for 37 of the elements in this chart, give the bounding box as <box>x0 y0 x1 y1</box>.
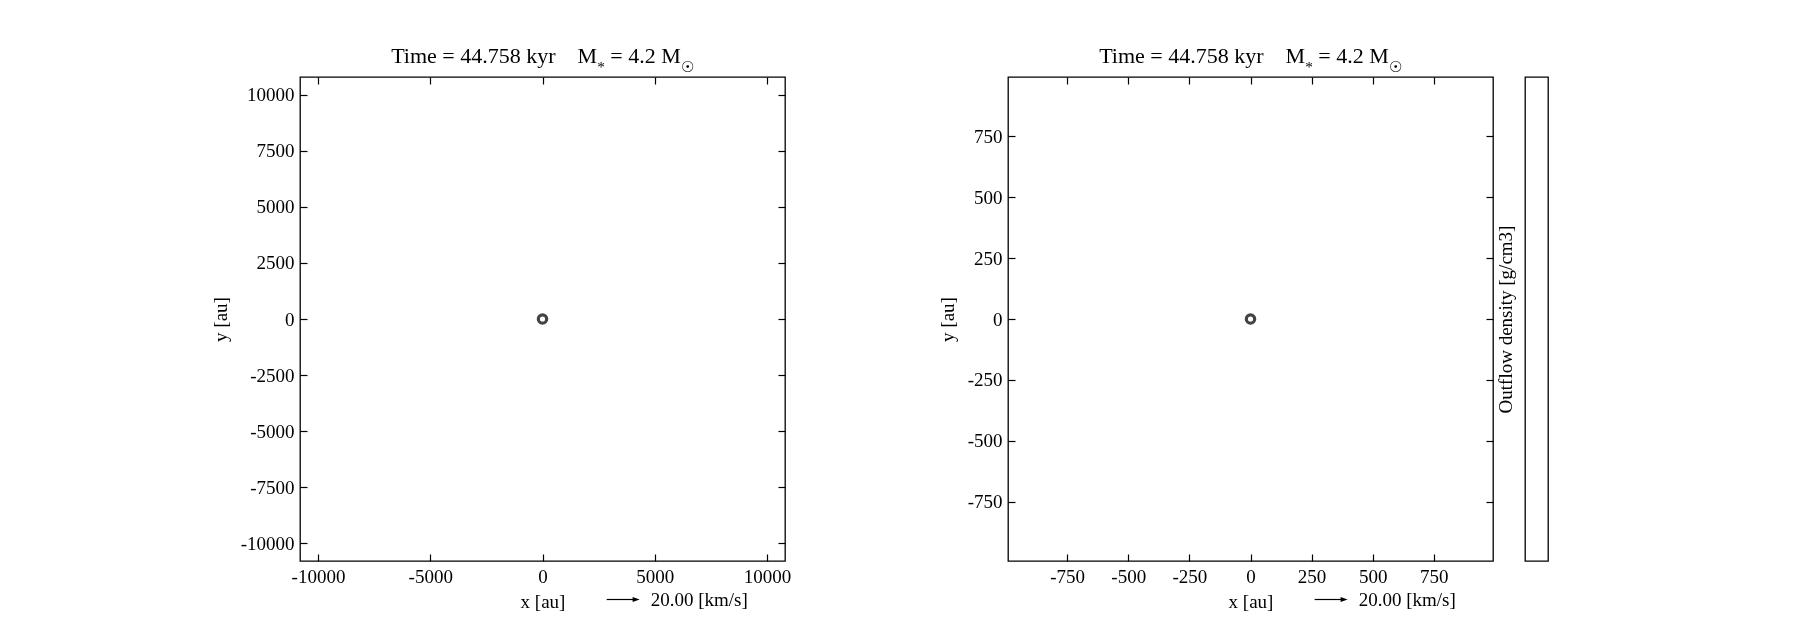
color-bar-title: Outflow density [g/cm3] <box>1494 225 1516 414</box>
y-tick-label: -2500 <box>250 364 295 386</box>
y-tick-label: 2500 <box>256 252 295 274</box>
chart-title: Time = 44.758 kyr M$_{*}$ = 4.2 M$_{☉}$ <box>1099 43 1402 75</box>
y-tick-label: 500 <box>974 186 1003 208</box>
y-axis-title: y [au] <box>209 297 231 342</box>
x-tick-label: 5000 <box>636 565 675 587</box>
y-tick-label: 5000 <box>256 196 295 218</box>
text: 20.00 [km/s] <box>650 589 748 610</box>
x-tick-label: -500 <box>1111 565 1147 587</box>
text: 20.00 [km/s] <box>1358 589 1456 610</box>
x-tick-label: 0 <box>1246 565 1256 587</box>
x-tick-label: 750 <box>1420 565 1449 587</box>
x-tick-label: -5000 <box>408 565 453 587</box>
y-tick-label: -10000 <box>240 532 295 554</box>
x-tick-label: -750 <box>1050 565 1086 587</box>
y-tick-label: 0 <box>285 308 295 330</box>
y-tick-label: 0 <box>993 308 1003 330</box>
y-tick-label: -250 <box>967 369 1003 391</box>
y-tick-label: -7500 <box>250 476 295 498</box>
x-tick-label: -250 <box>1172 565 1208 587</box>
x-axis-title: x [au] <box>520 590 566 612</box>
x-tick-label: 250 <box>1297 565 1327 587</box>
x-axis-title: x [au] <box>1228 590 1274 612</box>
x-tick-label: -10000 <box>291 565 346 587</box>
x-tick-label: 10000 <box>743 565 792 587</box>
y-tick-label: 7500 <box>256 140 295 162</box>
y-axis-title: y [au] <box>936 297 958 342</box>
y-tick-label: -500 <box>967 430 1003 452</box>
y-tick-label: 750 <box>974 125 1003 147</box>
y-tick-label: 250 <box>974 247 1003 269</box>
y-tick-label: 10000 <box>247 84 295 106</box>
y-tick-label: -5000 <box>250 420 295 442</box>
chart-title: Time = 44.758 kyr M$_{*}$ = 4.2 M$_{☉}$ <box>391 43 694 75</box>
y-tick-label: -750 <box>967 491 1003 513</box>
x-tick-label: 500 <box>1358 565 1388 587</box>
x-tick-label: 0 <box>538 565 548 587</box>
